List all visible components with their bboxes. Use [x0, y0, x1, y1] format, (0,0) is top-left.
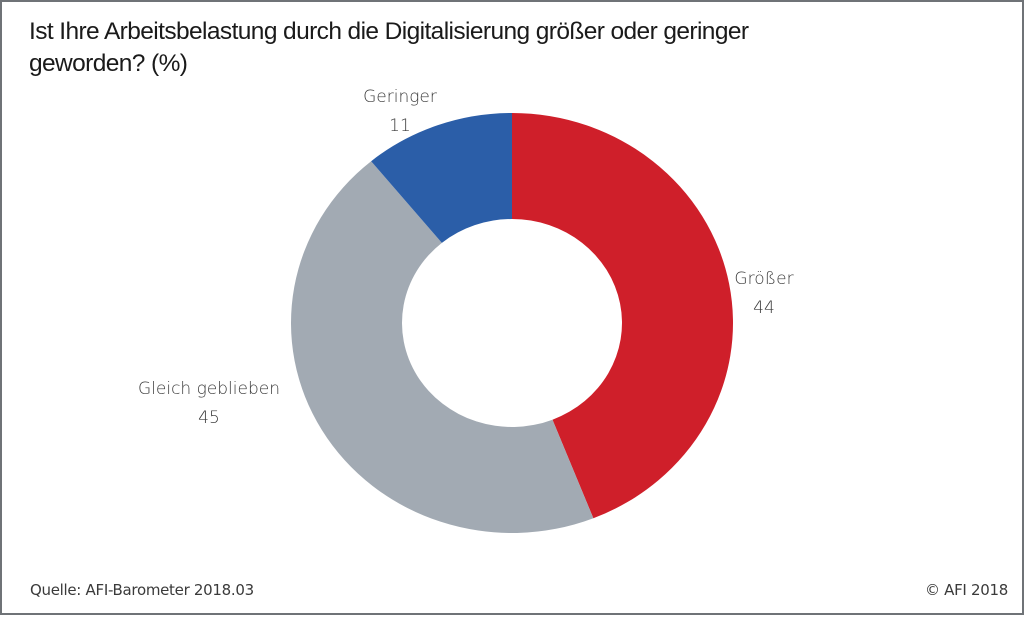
slice-value-gleich-geblieben: 45: [198, 408, 220, 428]
slice-value-geringer: 11: [389, 116, 411, 136]
source-note: Quelle: AFI-Barometer 2018.03: [30, 581, 254, 599]
donut-labels: Größer 44 Gleich geblieben 45 Geringer 11: [138, 87, 794, 428]
donut-slices: [291, 113, 734, 534]
slice-label-geringer: Geringer: [363, 87, 437, 107]
slice-gleich-geblieben: [291, 161, 594, 534]
slice-geringer: [371, 113, 512, 243]
copyright-note: © AFI 2018: [924, 581, 1008, 599]
slice-label-groesser: Größer: [734, 269, 793, 289]
chart-title-line-2: geworden? (%): [29, 50, 188, 77]
slice-label-gleich-geblieben: Gleich geblieben: [138, 379, 280, 399]
slice-value-groesser: 44: [753, 298, 775, 318]
slice-groesser: [512, 113, 734, 519]
chart-title: Ist Ihre Arbeitsbelastung durch die Digi…: [29, 16, 849, 80]
chart-title-line-1: Ist Ihre Arbeitsbelastung durch die Digi…: [29, 18, 749, 45]
